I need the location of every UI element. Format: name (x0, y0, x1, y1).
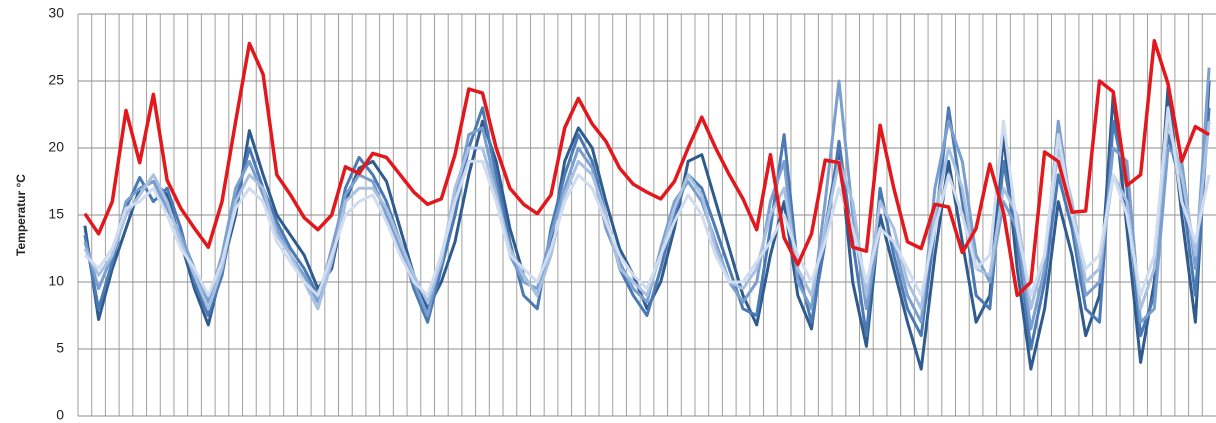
series-line (83, 106, 1211, 297)
series-line (83, 106, 1211, 351)
series-line (83, 39, 1210, 298)
y-tick-label: 25 (48, 72, 64, 88)
y-tick-label: 10 (48, 273, 64, 289)
series-line (83, 80, 1211, 371)
y-tick-label: 30 (48, 5, 64, 21)
y-axis-label: Temperatur °C (14, 174, 28, 256)
y-tick-label: 20 (48, 139, 64, 155)
y-tick-label: 0 (56, 407, 64, 423)
y-tick-label: 15 (48, 206, 64, 222)
y-tick-label: 5 (56, 340, 64, 356)
